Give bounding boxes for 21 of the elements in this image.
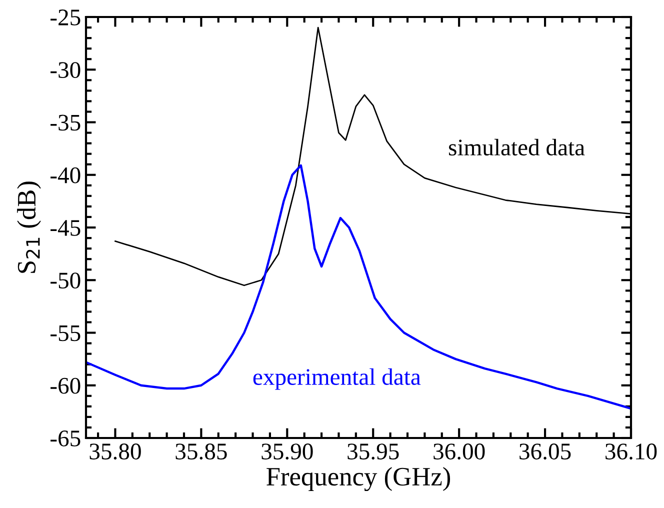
y-axis-title: S$_{21}$ (dB) (17, 182, 41, 273)
y-tick-label: -55 (50, 325, 80, 342)
y-tick-label: -40 (50, 167, 80, 184)
x-tick-label: 36.00 (434, 444, 485, 460)
legend-label: simulated data (449, 138, 585, 156)
x-tick-label: 36.05 (520, 444, 571, 460)
line-series (86, 164, 631, 410)
x-tick-label: 35.85 (176, 444, 227, 460)
y-tick-label: -60 (50, 378, 80, 394)
series-label: experimental data (253, 368, 421, 390)
x-tick-label: 36.10 (606, 444, 657, 460)
x-tick-label: 35.95 (348, 444, 399, 460)
x-tick-label: 35.80 (90, 444, 141, 460)
y-tick-label: -30 (50, 62, 80, 78)
x-axis-title: Frequency (GHz) (266, 467, 450, 492)
y-tick-label: -65 (50, 430, 80, 446)
y-tick-label: -45 (50, 220, 80, 236)
y-tick-label: -35 (50, 114, 80, 131)
y-tick-label: -50 (50, 272, 80, 289)
x-tick-label: 35.90 (262, 444, 313, 460)
y-tick-label: -25 (50, 10, 80, 26)
